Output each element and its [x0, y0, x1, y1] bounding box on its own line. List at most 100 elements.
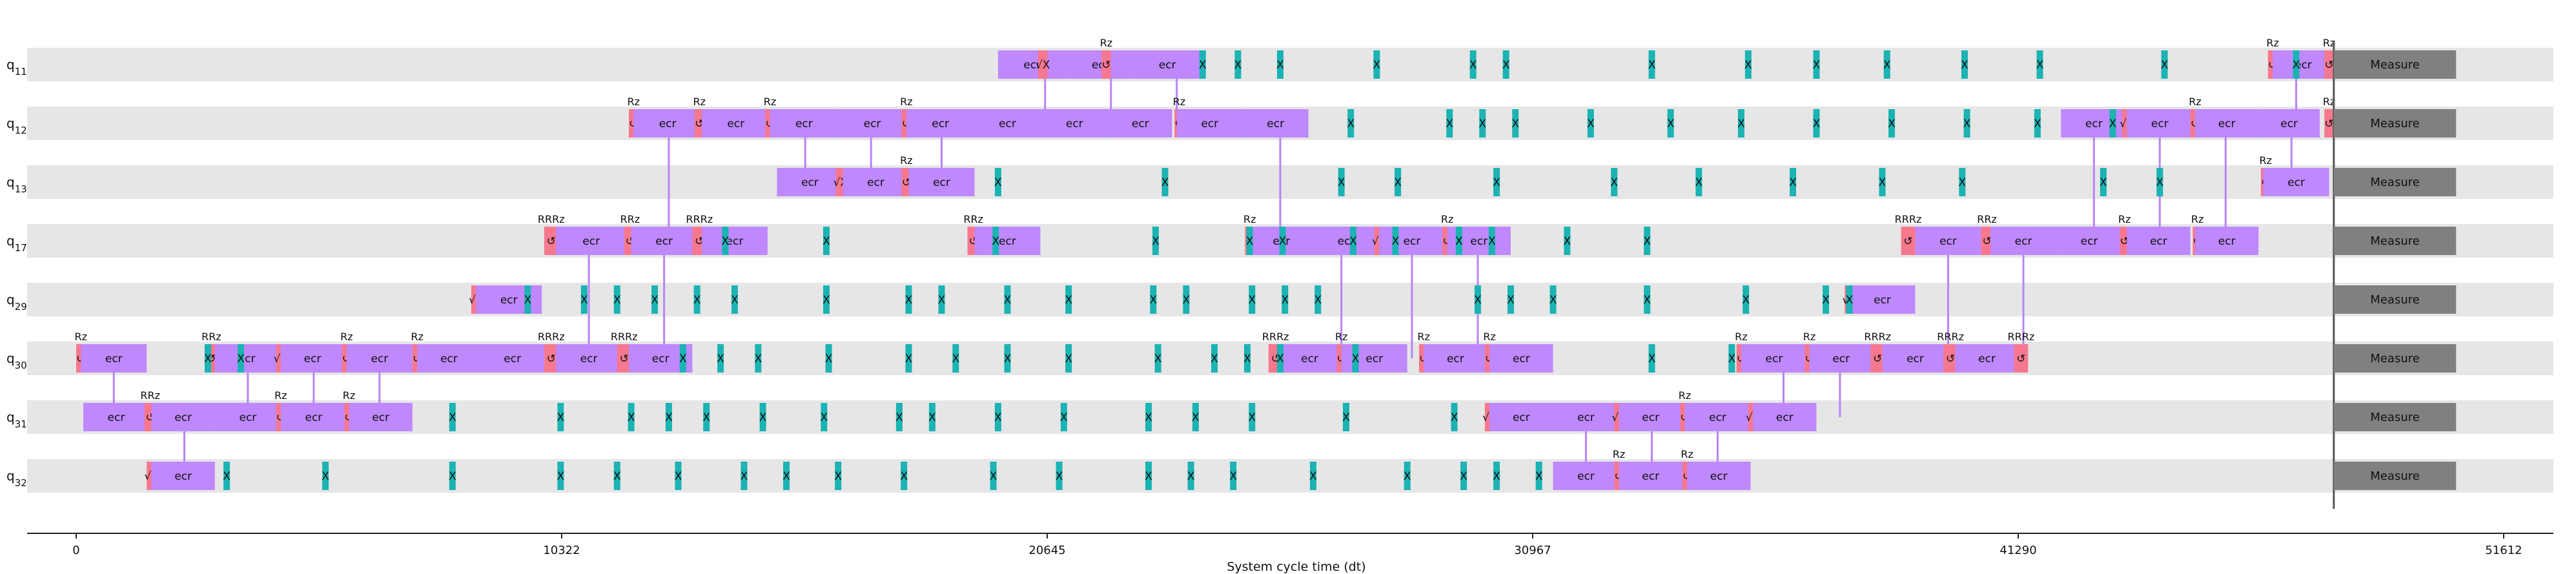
- x-gate-label: X: [1349, 235, 1357, 248]
- ecr-gate-label: ecr: [801, 176, 819, 189]
- ecr-gate: [1553, 462, 1619, 490]
- x-gate-label: X: [1587, 118, 1595, 130]
- rz-gate-annotation: RRz: [963, 213, 983, 225]
- ecr-gate: [1242, 109, 1309, 138]
- qubit-row-q29: [27, 283, 2553, 316]
- x-gate: [1737, 109, 1744, 138]
- rz-gate-annotation: RRRz: [1937, 331, 1964, 343]
- x-gate-label: X: [994, 411, 1002, 424]
- x-gate: [1961, 50, 1968, 79]
- x-gate-label: X: [834, 470, 842, 483]
- x-gate-label: X: [1279, 235, 1287, 248]
- ecr-gate: [838, 109, 906, 138]
- x-gate: [1211, 344, 1218, 373]
- x-gate-label: X: [1789, 176, 1797, 189]
- x-gate-label: X: [1347, 118, 1354, 130]
- ecr-gate-label: ecr: [1201, 118, 1218, 130]
- x-gate: [823, 227, 830, 255]
- x-gate: [1065, 285, 1072, 314]
- x-gate-label: X: [1281, 294, 1289, 307]
- ecr-gate-label: ecr: [1513, 353, 1530, 365]
- x-gate: [1234, 50, 1242, 79]
- x-gate-label: X: [1648, 353, 1656, 365]
- x-gate-label: X: [524, 294, 532, 307]
- x-gate: [1493, 462, 1500, 490]
- x-gate-label: X: [994, 176, 1002, 189]
- qubit-label-q31: q31: [6, 409, 27, 430]
- ecr-gate: [1741, 344, 1807, 373]
- x-gate: [952, 344, 959, 373]
- x-gate-label: X: [1182, 294, 1190, 307]
- x-gate-label: X: [1822, 294, 1830, 307]
- ecr-gate-label: ecr: [1159, 59, 1176, 72]
- x-tick-label: 41290: [1999, 544, 2036, 557]
- ecr-gate: [2194, 109, 2259, 138]
- ecr-gate-label: ecr: [2085, 118, 2103, 130]
- x-gate: [1342, 403, 1349, 431]
- x-gate: [1152, 227, 1159, 255]
- x-tick-label: 10322: [543, 544, 580, 557]
- x-gate-label: X: [928, 411, 936, 424]
- x-gate: [2161, 50, 2168, 79]
- x-gate-label: X: [1643, 294, 1651, 307]
- qubit-row-q32: [27, 459, 2553, 493]
- ecr-gate: [974, 227, 1041, 255]
- x-gate: [1338, 168, 1345, 196]
- x-gate: [2109, 109, 2116, 138]
- x-gate: [759, 403, 766, 431]
- x-gate: [990, 462, 997, 490]
- qubit-label-q30: q30: [6, 351, 27, 371]
- x-gate: [1813, 109, 1820, 138]
- ecr-gate-label: ecr: [1132, 118, 1149, 130]
- x-gate: [1199, 50, 1206, 79]
- qubit-label-q29: q29: [6, 292, 27, 313]
- x-gate: [1460, 462, 1467, 490]
- x-gate: [1743, 285, 1750, 314]
- x-gate: [237, 344, 244, 373]
- ecr-gate: [701, 109, 770, 138]
- ecr-gate: [2194, 227, 2259, 255]
- x-gate: [1611, 168, 1618, 196]
- x-gate-label: X: [938, 294, 946, 307]
- x-gate-label: X: [1248, 411, 1256, 424]
- rz-gate-annotation: Rz: [1173, 96, 1186, 108]
- rz-gate-annotation: Rz: [1803, 331, 1816, 343]
- x-gate-label: X: [1879, 176, 1886, 189]
- rz-gate-annotation: Rz: [75, 331, 88, 343]
- rz-gate: [1981, 227, 1993, 255]
- x-gate-label: X: [1488, 235, 1496, 248]
- x-gate-label: X: [2034, 118, 2041, 130]
- rz-gate-annotation: Rz: [900, 96, 913, 108]
- measure-box-q13: [2333, 168, 2457, 196]
- x-gate-label: X: [992, 235, 999, 248]
- x-gate-label: X: [1474, 294, 1482, 307]
- ecr-gate: [908, 168, 975, 196]
- ecr-gate: [633, 109, 702, 138]
- x-gate: [1154, 344, 1161, 373]
- x-gate: [1192, 403, 1199, 431]
- measure-box-q12: [2333, 109, 2457, 138]
- qubit-label-q32: q32: [6, 468, 27, 489]
- ecr-gate-label: ecr: [1023, 59, 1041, 72]
- ecr-gate: [280, 403, 347, 431]
- rz-gate: [544, 227, 558, 255]
- x-gate: [1150, 285, 1157, 314]
- x-gate: [651, 285, 659, 314]
- rz-gate-annotation: RRRz: [1864, 331, 1891, 343]
- x-gate-label: X: [449, 411, 456, 424]
- ecr-gate-label: ecr: [1577, 470, 1595, 483]
- qubit-row-q13: [27, 165, 2553, 199]
- x-gate: [2156, 168, 2163, 196]
- rz-gate: [1870, 344, 1885, 373]
- x-gate-label: X: [665, 411, 673, 424]
- ecr-gate: [556, 344, 622, 373]
- ecr-gate-label: ecr: [500, 294, 518, 307]
- x-gate-label: X: [557, 470, 565, 483]
- ecr-gate: [631, 227, 697, 255]
- x-gate-label: X: [651, 294, 659, 307]
- x-gate: [1644, 285, 1651, 314]
- rz-gate-annotation: Rz: [2118, 213, 2131, 225]
- x-tick-label: 30967: [1514, 544, 1551, 557]
- ecr-gate: [1040, 109, 1109, 138]
- x-gate-label: X: [1502, 59, 1510, 72]
